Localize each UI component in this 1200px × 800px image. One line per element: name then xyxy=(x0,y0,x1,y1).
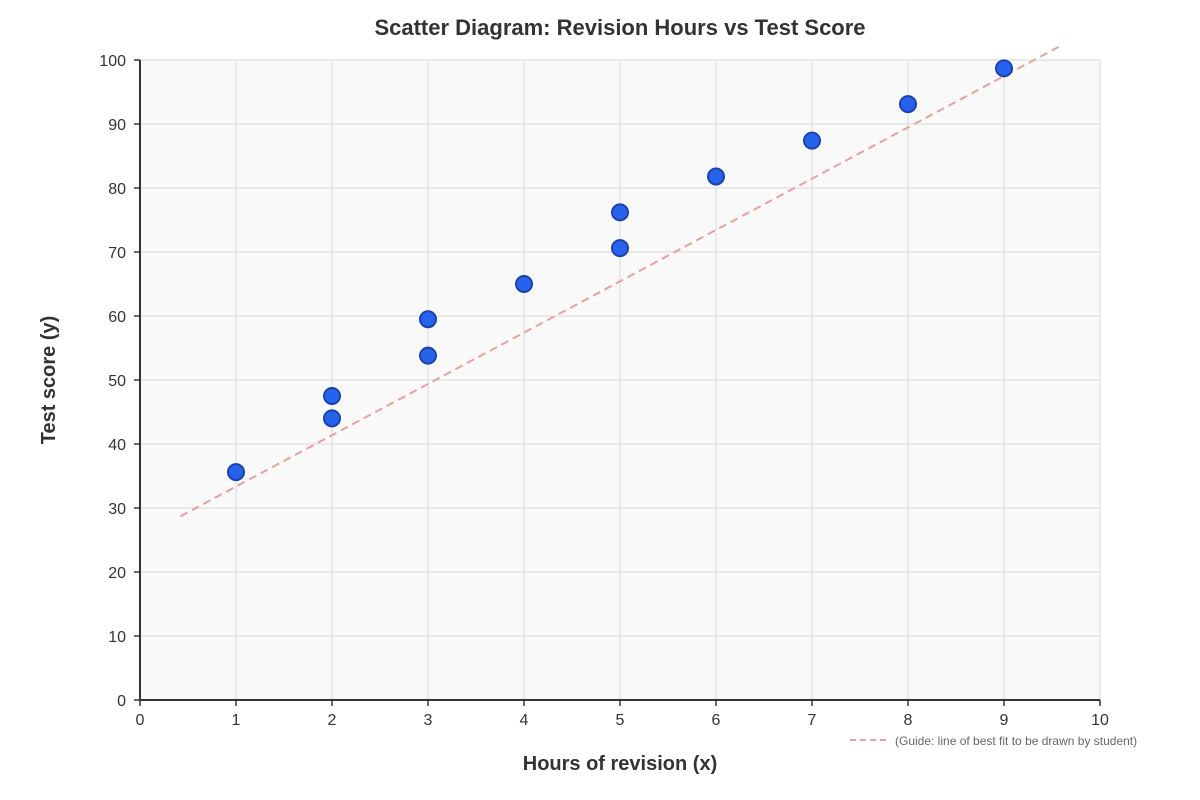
chart-title: Scatter Diagram: Revision Hours vs Test … xyxy=(374,15,865,40)
y-tick-label: 80 xyxy=(108,181,126,198)
y-axis-ticks: 0 10 20 30 40 50 60 70 80 90 100 xyxy=(99,53,140,710)
y-tick-label: 40 xyxy=(108,437,126,454)
data-point xyxy=(419,310,437,329)
x-tick-label: 8 xyxy=(904,712,913,729)
y-tick-label: 90 xyxy=(108,117,126,134)
y-tick-label: 10 xyxy=(108,629,126,646)
data-point xyxy=(515,275,533,293)
grid-lines xyxy=(140,59,1101,700)
data-point xyxy=(323,409,341,428)
x-tick-label: 6 xyxy=(712,712,721,729)
y-tick-label: 0 xyxy=(117,693,126,710)
x-tick-label: 5 xyxy=(616,712,625,729)
y-tick-label: 50 xyxy=(108,373,126,390)
x-tick-label: 3 xyxy=(424,712,433,729)
x-tick-label: 7 xyxy=(808,712,817,729)
data-point xyxy=(803,131,821,150)
y-tick-label: 30 xyxy=(108,501,126,518)
y-tick-label: 100 xyxy=(99,53,126,70)
x-tick-label: 4 xyxy=(520,712,529,729)
x-tick-label: 1 xyxy=(232,712,241,729)
y-axis-label: Test score (y) xyxy=(38,316,60,445)
y-tick-label: 60 xyxy=(108,309,126,326)
data-point xyxy=(611,239,629,258)
data-point xyxy=(995,59,1013,78)
legend-guide-label: (Guide: line of best fit to be drawn by … xyxy=(895,734,1137,748)
guide-line xyxy=(179,44,1063,518)
x-tick-label: 9 xyxy=(1000,712,1009,729)
data-points xyxy=(227,59,1013,482)
data-point xyxy=(419,346,437,365)
x-axis-ticks: 0 1 2 3 4 5 6 7 8 9 10 xyxy=(136,700,1109,729)
x-tick-label: 2 xyxy=(328,712,337,729)
y-tick-label: 70 xyxy=(108,245,126,262)
y-tick-label: 20 xyxy=(108,565,126,582)
data-point xyxy=(611,203,629,222)
data-point xyxy=(899,95,917,114)
data-point xyxy=(323,387,341,405)
x-tick-label: 10 xyxy=(1091,712,1109,729)
data-point xyxy=(227,463,245,482)
x-tick-label: 0 xyxy=(136,712,145,729)
data-point xyxy=(707,167,725,186)
x-axis-label: Hours of revision (x) xyxy=(523,753,717,775)
legend: (Guide: line of best fit to be drawn by … xyxy=(850,734,1137,748)
